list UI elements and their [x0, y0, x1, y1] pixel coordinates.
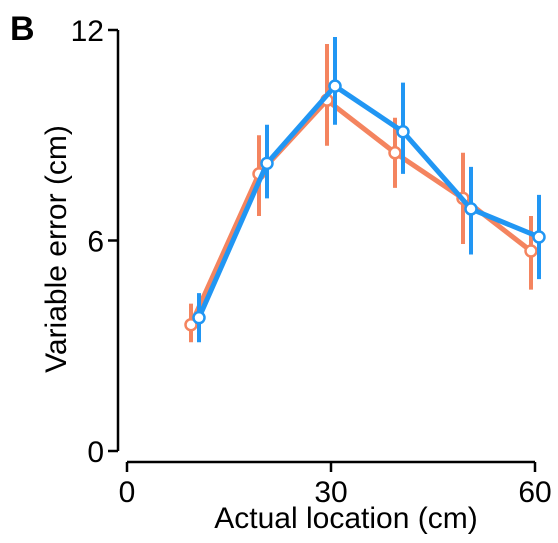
y-tick-label: 6 — [87, 226, 104, 259]
axes: 0 6 12 0 30 60 — [71, 15, 552, 509]
x-tick-label: 30 — [314, 476, 347, 509]
data-point — [260, 156, 274, 171]
series-2 — [192, 37, 546, 343]
y-tick-label: 12 — [71, 15, 104, 48]
plot-area — [184, 37, 546, 343]
panel-label: B — [10, 10, 35, 48]
y-axis-title: Variable error (cm) — [40, 125, 73, 373]
x-axis-title: Actual location (cm) — [214, 502, 477, 535]
data-point — [388, 146, 402, 160]
x-tick-label: 60 — [518, 476, 551, 509]
data-point — [524, 244, 538, 258]
series-1 — [184, 44, 538, 343]
series-line — [196, 83, 540, 319]
data-point — [532, 230, 546, 244]
data-point — [184, 317, 198, 332]
data-point — [328, 79, 342, 93]
x-tick-label: 0 — [119, 476, 136, 509]
data-point — [396, 124, 410, 139]
data-point — [464, 202, 478, 216]
y-tick-label: 0 — [87, 436, 104, 469]
data-point — [192, 310, 206, 325]
